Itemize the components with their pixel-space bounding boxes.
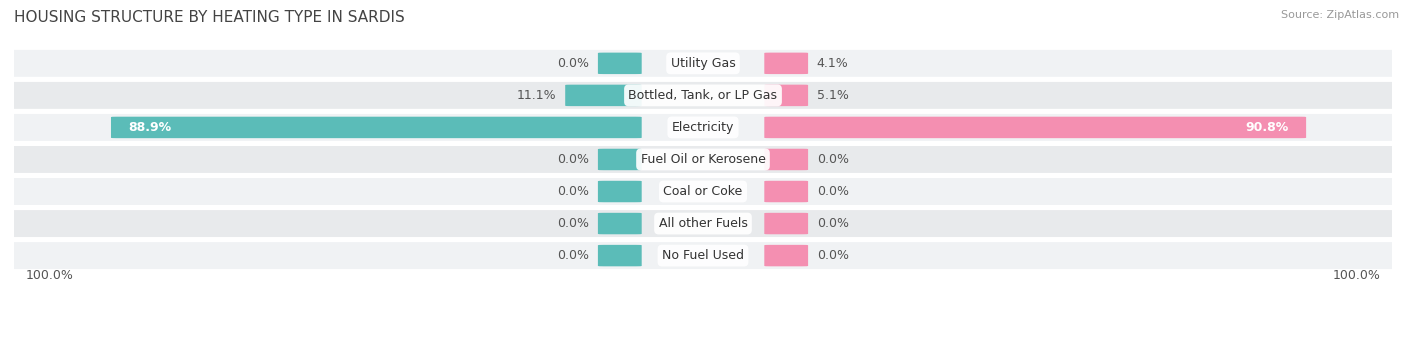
Text: HOUSING STRUCTURE BY HEATING TYPE IN SARDIS: HOUSING STRUCTURE BY HEATING TYPE IN SAR… [14, 10, 405, 25]
FancyBboxPatch shape [598, 149, 641, 170]
FancyBboxPatch shape [765, 85, 808, 106]
Text: Source: ZipAtlas.com: Source: ZipAtlas.com [1281, 10, 1399, 20]
FancyBboxPatch shape [765, 53, 808, 74]
Text: All other Fuels: All other Fuels [658, 217, 748, 230]
Text: 0.0%: 0.0% [817, 249, 849, 262]
Text: 88.9%: 88.9% [128, 121, 172, 134]
FancyBboxPatch shape [765, 149, 808, 170]
FancyBboxPatch shape [598, 213, 641, 234]
FancyBboxPatch shape [6, 146, 1400, 173]
Text: 0.0%: 0.0% [557, 217, 589, 230]
FancyBboxPatch shape [6, 82, 1400, 109]
Text: 0.0%: 0.0% [557, 153, 589, 166]
FancyBboxPatch shape [6, 50, 1400, 77]
Text: 4.1%: 4.1% [817, 57, 849, 70]
Text: 11.1%: 11.1% [517, 89, 557, 102]
FancyBboxPatch shape [6, 178, 1400, 205]
FancyBboxPatch shape [598, 181, 641, 202]
Text: 0.0%: 0.0% [817, 185, 849, 198]
Text: Bottled, Tank, or LP Gas: Bottled, Tank, or LP Gas [628, 89, 778, 102]
FancyBboxPatch shape [6, 242, 1400, 269]
Text: 100.0%: 100.0% [25, 269, 73, 282]
Text: Electricity: Electricity [672, 121, 734, 134]
FancyBboxPatch shape [765, 213, 808, 234]
Text: 0.0%: 0.0% [557, 57, 589, 70]
Text: 0.0%: 0.0% [817, 153, 849, 166]
Text: 0.0%: 0.0% [817, 217, 849, 230]
FancyBboxPatch shape [565, 85, 641, 106]
Text: 90.8%: 90.8% [1246, 121, 1289, 134]
FancyBboxPatch shape [765, 181, 808, 202]
Text: Coal or Coke: Coal or Coke [664, 185, 742, 198]
FancyBboxPatch shape [598, 53, 641, 74]
Text: No Fuel Used: No Fuel Used [662, 249, 744, 262]
Text: Fuel Oil or Kerosene: Fuel Oil or Kerosene [641, 153, 765, 166]
Text: 100.0%: 100.0% [1333, 269, 1381, 282]
FancyBboxPatch shape [111, 117, 641, 138]
Text: Utility Gas: Utility Gas [671, 57, 735, 70]
FancyBboxPatch shape [6, 114, 1400, 141]
Text: 0.0%: 0.0% [557, 185, 589, 198]
FancyBboxPatch shape [765, 117, 1306, 138]
Text: 0.0%: 0.0% [557, 249, 589, 262]
Text: 5.1%: 5.1% [817, 89, 849, 102]
FancyBboxPatch shape [765, 245, 808, 266]
FancyBboxPatch shape [6, 210, 1400, 237]
FancyBboxPatch shape [598, 245, 641, 266]
